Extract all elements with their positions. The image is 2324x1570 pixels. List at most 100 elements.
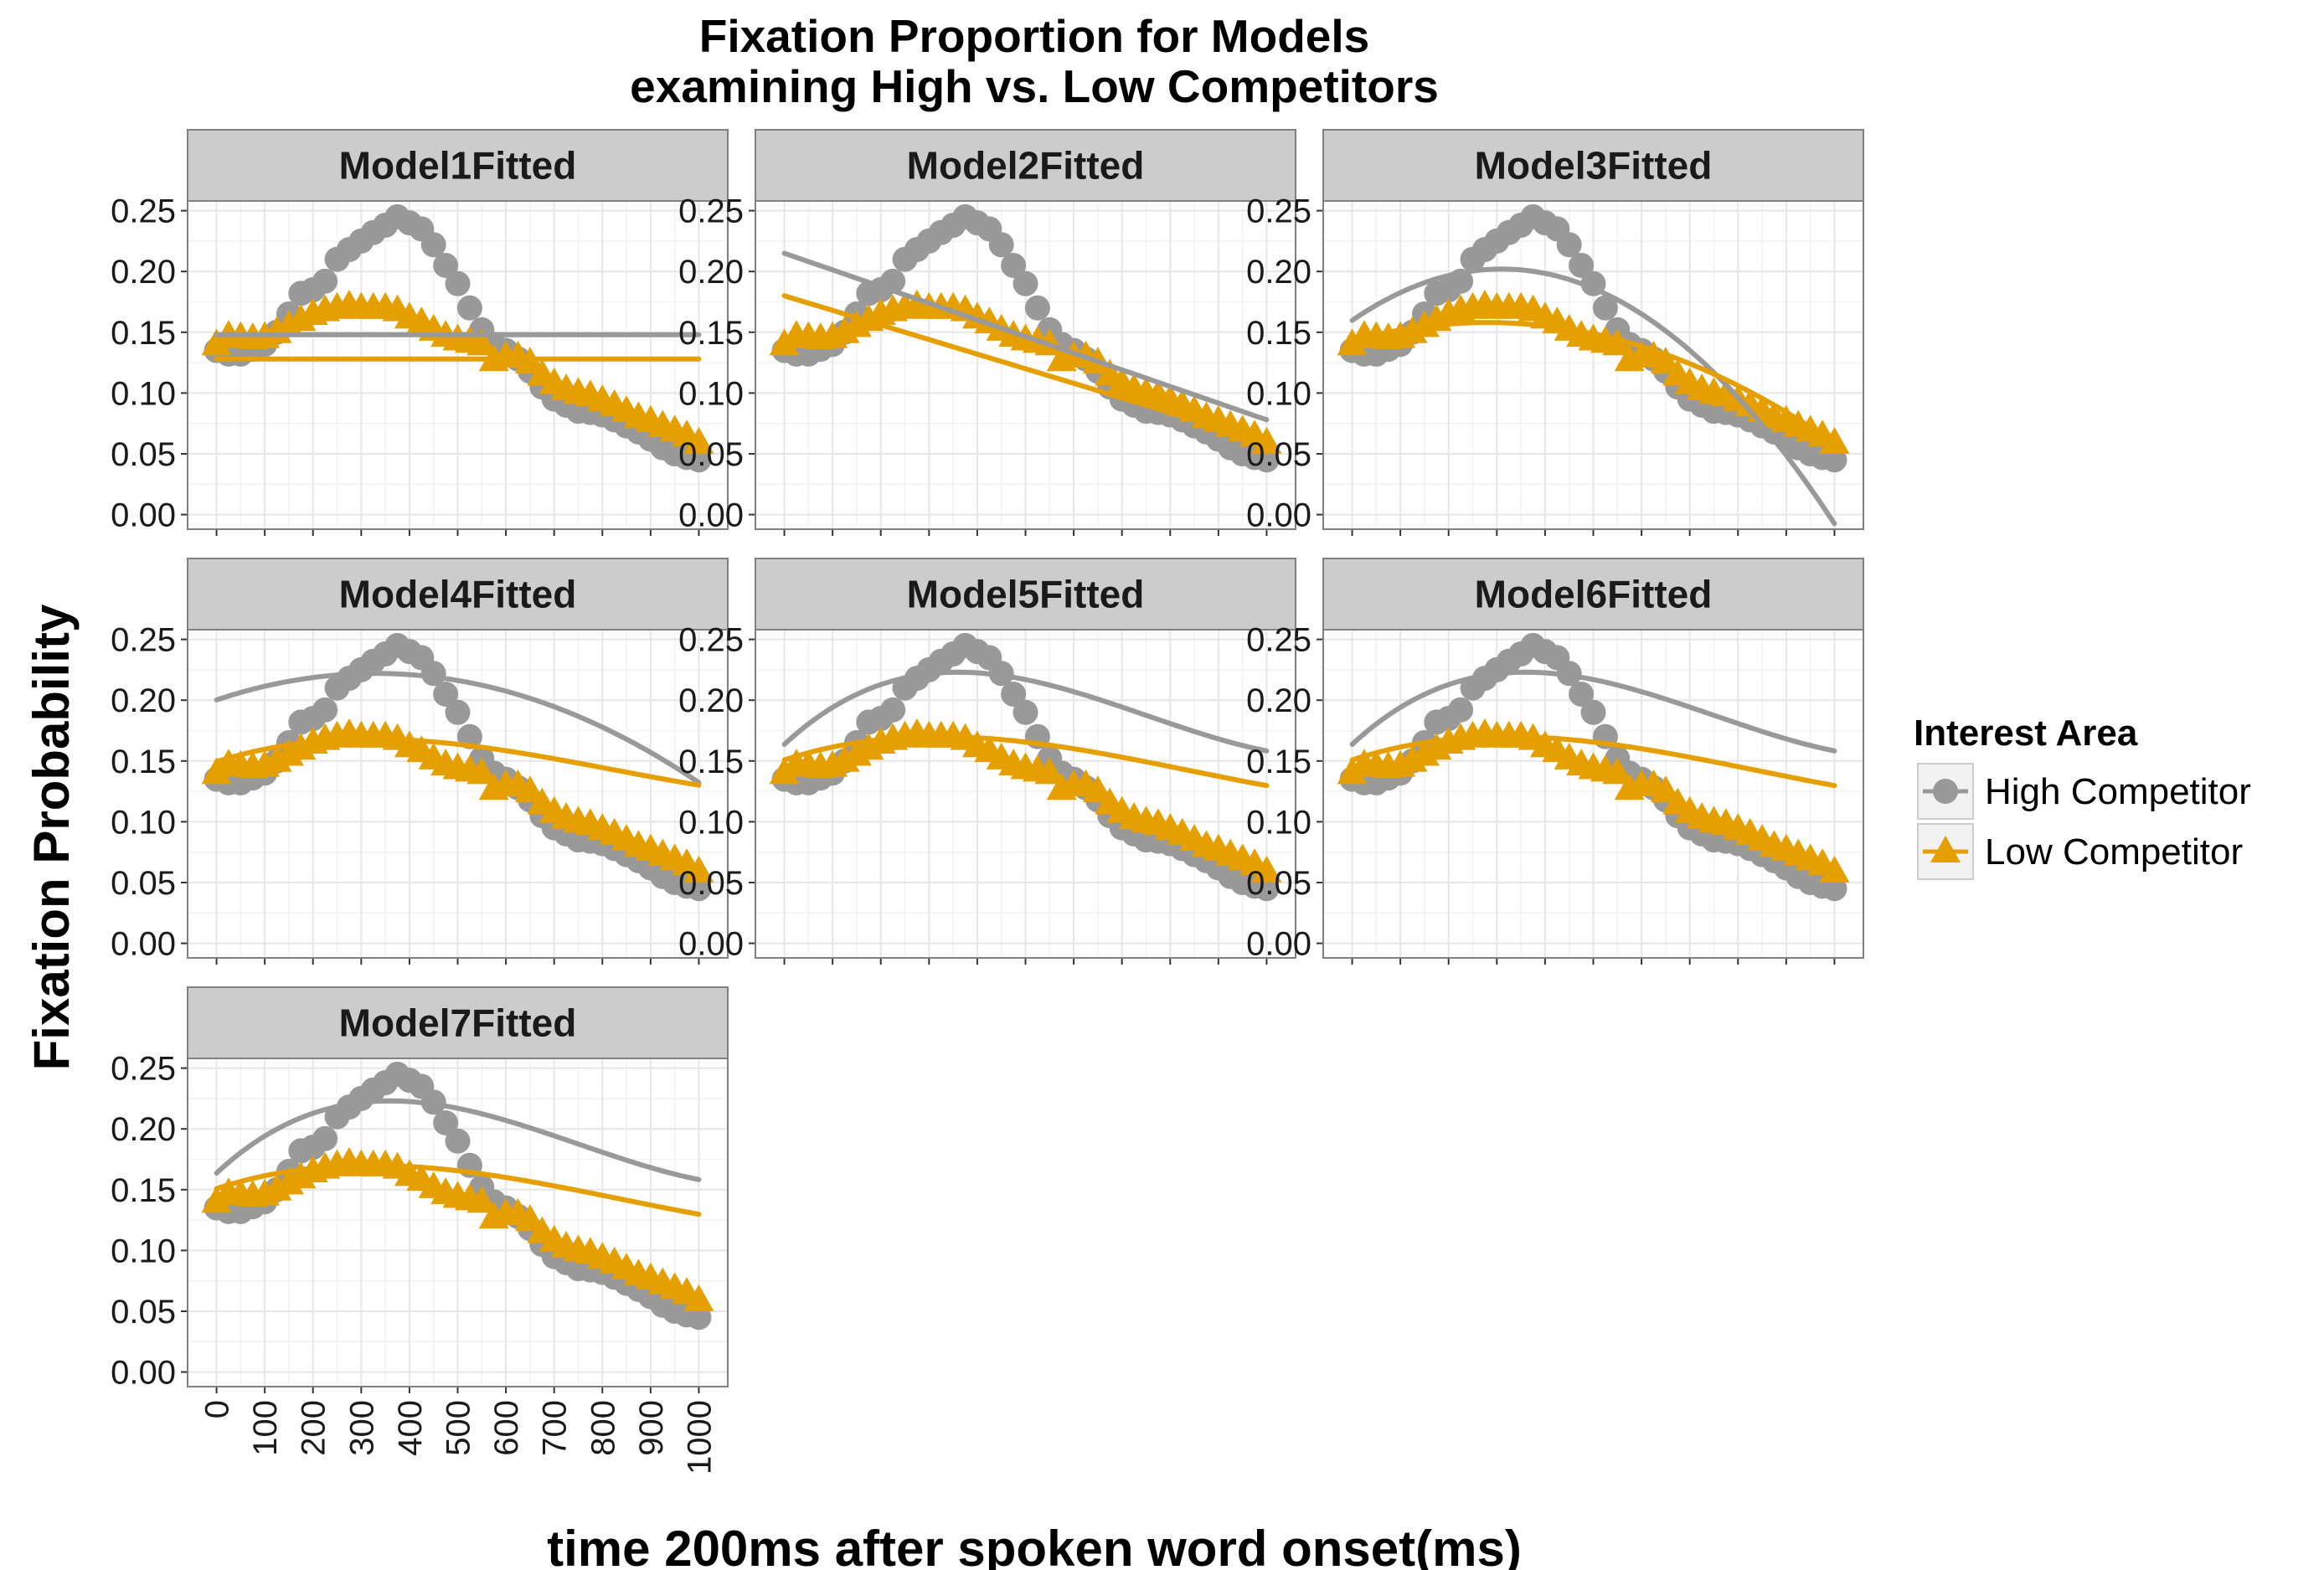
panel-model3fitted: Model3Fitted 0.00 0.05 0.10 0.15 0.20 0.25 — [1246, 129, 1864, 536]
fit-line-low-competitor — [214, 736, 702, 788]
x-tick-label: 800 — [585, 1400, 621, 1456]
panel-border-model1fitted — [187, 200, 729, 530]
legend: Interest Area High Competitor Low Compet… — [1914, 713, 2251, 880]
point-high-competitor — [445, 1128, 471, 1154]
y-tick-label: 0.00 — [678, 497, 744, 534]
x-tick-label: 1000 — [681, 1400, 718, 1475]
fit-line-low-competitor — [781, 734, 1270, 789]
x-tick-label: 200 — [296, 1400, 332, 1456]
point-low-competitor — [514, 1204, 545, 1232]
panel-border-model3fitted — [1322, 200, 1864, 530]
y-tick-label: 0.10 — [111, 804, 176, 841]
y-tick-label: 0.20 — [111, 682, 176, 719]
strip-model3fitted — [1322, 129, 1864, 202]
x-tick-label: 100 — [247, 1400, 284, 1456]
point-high-competitor — [420, 232, 446, 258]
strip-label-model4fitted: Model4Fitted — [339, 573, 577, 616]
y-tick-label: 0.10 — [678, 375, 744, 412]
panel-border-model2fitted — [755, 200, 1296, 530]
point-high-competitor — [1013, 699, 1038, 725]
point-high-competitor — [1580, 699, 1606, 725]
point-low-competitor — [683, 1284, 714, 1311]
point-high-competitor — [1569, 252, 1595, 278]
point-high-competitor — [312, 268, 338, 294]
y-tick-label: 0.10 — [1246, 804, 1311, 841]
x-tick-label: 900 — [633, 1400, 670, 1456]
y-tick-label: 0.20 — [1246, 254, 1311, 291]
x-tick-label: 300 — [343, 1400, 380, 1456]
point-low-competitor — [1034, 757, 1065, 785]
strip-label-model5fitted: Model5Fitted — [907, 573, 1145, 616]
y-tick-label: 0.25 — [111, 622, 176, 659]
point-high-competitor — [880, 697, 906, 723]
point-low-competitor — [1251, 855, 1282, 883]
strip-label-model3fitted: Model3Fitted — [1475, 144, 1713, 188]
x-tick-label: 500 — [441, 1400, 477, 1456]
strip-model2fitted — [755, 129, 1296, 202]
x-tick-label: 0 — [199, 1400, 236, 1418]
y-tick-label: 0.15 — [111, 315, 176, 352]
panel-model1fitted: Model1Fitted 0.00 0.05 0.10 0.15 0.20 0.25 — [111, 129, 729, 536]
y-tick-label: 0.05 — [678, 436, 744, 473]
y-tick-label: 0.20 — [111, 254, 176, 291]
y-tick-label: 0.05 — [111, 436, 176, 473]
point-high-competitor — [456, 295, 482, 321]
point-high-competitor — [1569, 681, 1595, 707]
fit-line-low-competitor — [781, 293, 1270, 445]
strip-model7fitted — [187, 986, 729, 1059]
panel-model4fitted: Model4Fitted 0.00 0.05 0.10 0.15 0.20 0.25 — [111, 558, 729, 965]
y-tick-label: 0.10 — [1246, 375, 1311, 412]
y-tick-label: 0.15 — [678, 744, 744, 780]
y-tick-label: 0.05 — [1246, 436, 1311, 473]
panel-model5fitted: Model5Fitted 0.00 0.05 0.10 0.15 0.20 0.25 — [678, 558, 1296, 965]
point-high-competitor — [1001, 252, 1027, 278]
y-axis-title: Fixation Probability — [23, 604, 80, 1070]
legend-label-high-competitor: High Competitor — [1985, 771, 2251, 812]
point-high-competitor — [1556, 232, 1582, 258]
fit-line-low-competitor — [1349, 734, 1837, 789]
y-tick-label: 0.05 — [678, 865, 744, 902]
point-low-competitor — [683, 426, 714, 454]
point-high-competitor — [988, 232, 1014, 258]
point-high-competitor — [433, 252, 459, 278]
panel-model6fitted: Model6Fitted 0.00 0.05 0.10 0.15 0.20 0.25 — [1246, 558, 1864, 965]
point-low-competitor — [466, 757, 497, 785]
point-high-competitor — [445, 270, 471, 296]
point-low-competitor — [683, 855, 714, 883]
fit-line-high-competitor — [1349, 669, 1837, 754]
y-tick-label: 0.25 — [111, 193, 176, 230]
y-tick-label: 0.20 — [1246, 682, 1311, 719]
point-low-competitor — [466, 1186, 497, 1213]
fit-line-high-competitor — [214, 671, 702, 785]
legend-marker-low-competitor — [1930, 836, 1961, 862]
strip-label-model6fitted: Model6Fitted — [1475, 573, 1713, 616]
strip-model5fitted — [755, 558, 1296, 631]
x-tick-label: 700 — [537, 1400, 574, 1456]
y-tick-label: 0.00 — [678, 926, 744, 963]
y-tick-label: 0.05 — [111, 865, 176, 902]
y-tick-label: 0.10 — [111, 1233, 176, 1269]
strip-label-model7fitted: Model7Fitted — [339, 1001, 577, 1045]
fit-line-low-competitor — [1349, 320, 1837, 446]
fit-line-high-competitor — [781, 250, 1270, 423]
fit-line-high-competitor — [781, 669, 1270, 754]
point-high-competitor — [1024, 295, 1050, 321]
strip-label-model1fitted: Model1Fitted — [339, 144, 577, 188]
y-tick-label: 0.15 — [111, 744, 176, 780]
x-axis-title: time 200ms after spoken word onset(ms) — [547, 1521, 1522, 1570]
y-tick-label: 0.00 — [1246, 497, 1311, 534]
point-high-competitor — [433, 681, 459, 707]
fit-line-high-competitor — [214, 1098, 702, 1182]
panel-border-model4fitted — [187, 629, 729, 959]
y-tick-label: 0.25 — [111, 1051, 176, 1088]
strip-label-model2fitted: Model2Fitted — [907, 144, 1145, 188]
point-low-competitor — [1082, 775, 1113, 803]
point-low-competitor — [466, 328, 497, 356]
y-tick-label: 0.15 — [1246, 744, 1311, 780]
point-high-competitor — [312, 1125, 338, 1151]
point-low-competitor — [1602, 757, 1633, 785]
panel-model2fitted: Model2Fitted 0.00 0.05 0.10 0.15 0.20 0.25 — [678, 129, 1296, 536]
point-high-competitor — [445, 699, 471, 725]
y-tick-label: 0.00 — [111, 926, 176, 963]
